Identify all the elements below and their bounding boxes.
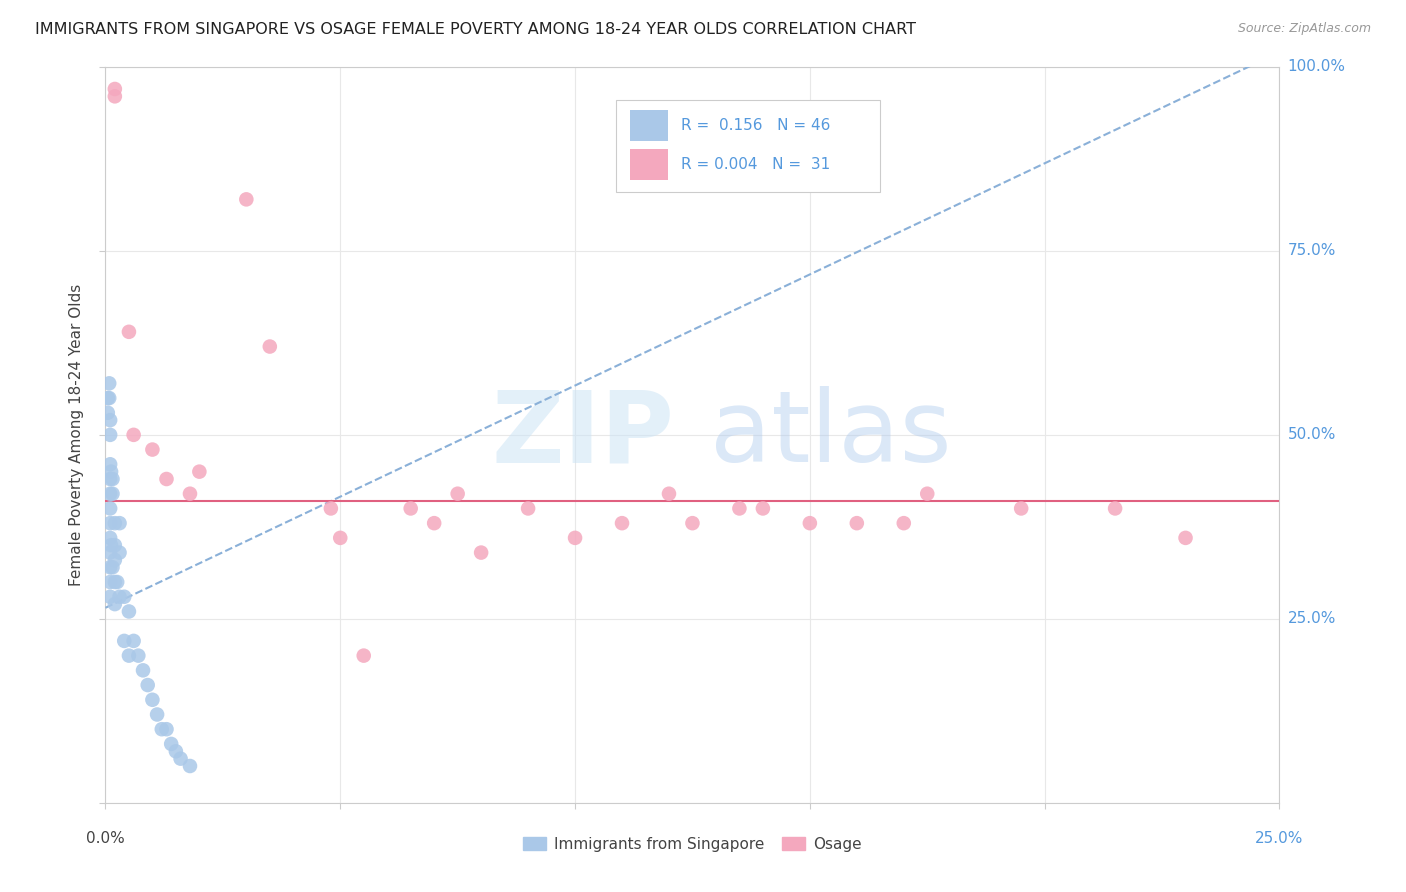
Y-axis label: Female Poverty Among 18-24 Year Olds: Female Poverty Among 18-24 Year Olds	[69, 284, 84, 586]
Point	[104, 597, 127, 611]
Point	[108, 516, 131, 530]
Text: 50.0%: 50.0%	[1288, 427, 1336, 442]
Point	[132, 664, 155, 678]
Point	[319, 501, 342, 516]
Point	[353, 648, 375, 663]
Point	[141, 442, 163, 457]
Text: 100.0%: 100.0%	[1288, 60, 1346, 74]
Text: IMMIGRANTS FROM SINGAPORE VS OSAGE FEMALE POVERTY AMONG 18-24 YEAR OLDS CORRELAT: IMMIGRANTS FROM SINGAPORE VS OSAGE FEMAL…	[35, 22, 917, 37]
Point	[98, 427, 121, 442]
Point	[108, 590, 131, 604]
Point	[155, 723, 177, 737]
Point	[104, 575, 127, 590]
Point	[104, 516, 127, 530]
Text: 75.0%: 75.0%	[1288, 244, 1336, 259]
Bar	[630, 149, 668, 180]
Point	[100, 465, 122, 479]
Point	[98, 457, 121, 471]
Point	[146, 707, 169, 722]
Point	[399, 501, 422, 516]
Text: R =  0.156   N = 46: R = 0.156 N = 46	[681, 119, 830, 133]
Point	[682, 516, 704, 530]
Point	[98, 575, 121, 590]
Point	[101, 472, 124, 486]
Point	[98, 472, 121, 486]
Point	[1174, 531, 1197, 545]
Point	[259, 340, 281, 354]
Point	[423, 516, 446, 530]
Point	[104, 89, 127, 103]
Point	[122, 633, 145, 648]
Point	[98, 590, 121, 604]
Point	[112, 633, 135, 648]
Point	[98, 531, 121, 545]
Point	[118, 648, 141, 663]
Text: atlas: atlas	[710, 386, 952, 483]
Point	[98, 391, 121, 405]
Point	[610, 516, 633, 530]
Point	[104, 553, 127, 567]
Point	[165, 744, 187, 758]
Point	[122, 427, 145, 442]
Point	[658, 487, 681, 501]
Point	[98, 516, 121, 530]
Point	[112, 590, 135, 604]
Point	[108, 545, 131, 560]
Point	[118, 325, 141, 339]
Point	[799, 516, 821, 530]
Point	[98, 501, 121, 516]
Point	[179, 487, 201, 501]
Point	[98, 376, 121, 391]
Text: R = 0.004   N =  31: R = 0.004 N = 31	[681, 157, 830, 172]
Point	[1010, 501, 1032, 516]
Point	[141, 692, 163, 706]
Point	[98, 487, 121, 501]
Text: 25.0%: 25.0%	[1256, 830, 1303, 846]
Text: 0.0%: 0.0%	[86, 830, 125, 846]
Point	[893, 516, 915, 530]
Point	[517, 501, 540, 516]
Text: Source: ZipAtlas.com: Source: ZipAtlas.com	[1237, 22, 1371, 36]
Point	[235, 193, 257, 207]
Point	[329, 531, 352, 545]
Point	[155, 472, 177, 486]
Point	[845, 516, 868, 530]
Point	[179, 759, 201, 773]
Point	[136, 678, 159, 692]
Point	[101, 560, 124, 574]
Point	[1104, 501, 1126, 516]
Point	[160, 737, 183, 751]
Text: 25.0%: 25.0%	[1288, 611, 1336, 626]
Point	[752, 501, 775, 516]
Point	[188, 465, 211, 479]
Legend: Immigrants from Singapore, Osage: Immigrants from Singapore, Osage	[517, 830, 868, 858]
Point	[98, 560, 121, 574]
Point	[127, 648, 149, 663]
Point	[169, 751, 191, 765]
Point	[104, 82, 127, 96]
Point	[101, 487, 124, 501]
Point	[150, 723, 173, 737]
Point	[98, 545, 121, 560]
Point	[470, 545, 492, 560]
FancyBboxPatch shape	[616, 100, 880, 192]
Point	[118, 605, 141, 619]
Text: ZIP: ZIP	[492, 386, 675, 483]
Point	[97, 406, 120, 420]
Bar	[630, 111, 668, 141]
Point	[917, 487, 939, 501]
Point	[447, 487, 470, 501]
Point	[728, 501, 751, 516]
Point	[105, 575, 128, 590]
Point	[98, 413, 121, 427]
Point	[97, 391, 120, 405]
Point	[100, 538, 122, 552]
Point	[104, 538, 127, 552]
Point	[564, 531, 586, 545]
